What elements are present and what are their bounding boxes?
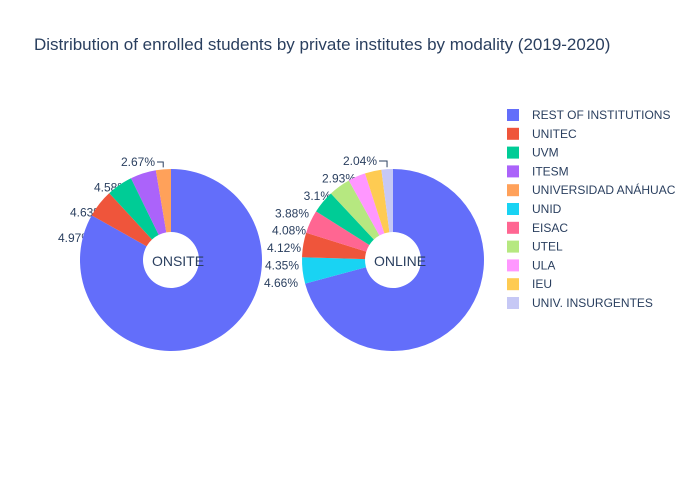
legend-item-uvm[interactable]: UVM <box>507 146 559 160</box>
slice-online-ula <box>348 173 385 236</box>
slice-online-uvm <box>316 193 374 246</box>
slice-online-unitec <box>302 232 367 260</box>
slice-onsite-uvm <box>109 178 159 240</box>
legend-item-eisac[interactable]: EISAC <box>507 221 568 235</box>
pie-center-label-online: ONLINE <box>374 253 426 269</box>
legend-swatch-rest-of-institutions <box>507 109 519 121</box>
slice-label-online-eisac: 4.12% <box>267 241 301 255</box>
legend-item-unitec[interactable]: UNITEC <box>507 127 577 141</box>
legend-label-uvm: UVM <box>532 146 559 160</box>
legend-swatch-univ-insurgentes <box>507 297 519 309</box>
slice-onsite-universidad-an-huac <box>155 169 171 233</box>
legend-item-utel[interactable]: UTEL <box>507 240 563 254</box>
slice-online-eisac <box>306 211 370 252</box>
legend-label-univ-insurgentes: UNIV. INSURGENTES <box>532 296 653 310</box>
legend-swatch-unitec <box>507 127 519 140</box>
legend-label-unitec: UNITEC <box>532 127 577 141</box>
slice-label-online-univ-insurgentes: 2.04% <box>343 154 377 168</box>
legend-swatch-eisac <box>507 221 519 234</box>
slice-label-online-ula: 3.1% <box>304 189 332 203</box>
legend-item-universidad-an-huac[interactable]: UNIVERSIDAD ANÁHUAC <box>507 182 676 197</box>
slice-onsite-unitec <box>91 193 152 247</box>
legend-item-rest-of-institutions[interactable]: REST OF INSTITUTIONS <box>507 108 670 122</box>
slice-label-online-utel: 3.88% <box>275 206 309 220</box>
leader-line-online <box>379 160 388 168</box>
legend-swatch-itesm <box>507 165 519 178</box>
legend-swatch-uvm <box>507 146 519 159</box>
legend-swatch-ieu <box>507 278 519 291</box>
chart-title: Distribution of enrolled students by pri… <box>34 35 610 54</box>
legend-label-eisac: EISAC <box>532 221 568 235</box>
slice-online-univ-insurgentes <box>381 169 393 233</box>
slice-online-rest-of-institutions <box>305 169 484 351</box>
slice-online-ieu <box>365 169 390 234</box>
leader-line-onsite <box>157 161 164 168</box>
legend-label-universidad-an-huac: UNIVERSIDAD ANÁHUAC <box>532 182 676 197</box>
pie-online: 70.8%2.04%2.93%3.1%3.88%4.08%4.12%4.35%4… <box>264 154 484 351</box>
slice-online-unid <box>302 257 366 284</box>
legend-label-utel: UTEL <box>532 240 563 254</box>
legend-swatch-utel <box>507 240 519 253</box>
slice-label-onsite-universidad-an-huac: 2.67% <box>121 155 155 169</box>
legend: REST OF INSTITUTIONS UNITEC UVM ITESM UNIVER… <box>507 108 676 310</box>
pies: 83.2%2.67%4.58%4.63%4.97%ONSITE70.8%2.04… <box>58 154 484 351</box>
legend-label-ula: ULA <box>532 258 555 272</box>
legend-label-itesm: ITESM <box>532 164 569 178</box>
legend-label-ieu: IEU <box>532 277 552 291</box>
slice-label-online-uvm: 4.08% <box>272 224 306 238</box>
legend-swatch-universidad-an-huac <box>507 184 519 197</box>
slice-online-utel <box>330 180 380 240</box>
legend-label-unid: UNID <box>532 202 562 216</box>
legend-swatch-ula <box>507 259 519 272</box>
slice-label-online-unitec: 4.35% <box>265 259 299 273</box>
slice-onsite-itesm <box>130 170 167 235</box>
legend-item-itesm[interactable]: ITESM <box>507 164 569 178</box>
pie-center-label-onsite: ONSITE <box>152 253 204 269</box>
legend-item-ula[interactable]: ULA <box>507 258 555 272</box>
legend-label-rest-of-institutions: REST OF INSTITUTIONS <box>532 108 670 122</box>
legend-item-ieu[interactable]: IEU <box>507 277 552 291</box>
legend-swatch-unid <box>507 203 519 215</box>
legend-item-unid[interactable]: UNID <box>507 202 562 216</box>
slice-onsite-rest-of-institutions <box>80 169 262 351</box>
slice-label-online-unid: 4.66% <box>264 276 298 290</box>
pie-onsite: 83.2%2.67%4.58%4.63%4.97%ONSITE <box>58 155 262 351</box>
legend-item-univ-insurgentes[interactable]: UNIV. INSURGENTES <box>507 296 653 310</box>
